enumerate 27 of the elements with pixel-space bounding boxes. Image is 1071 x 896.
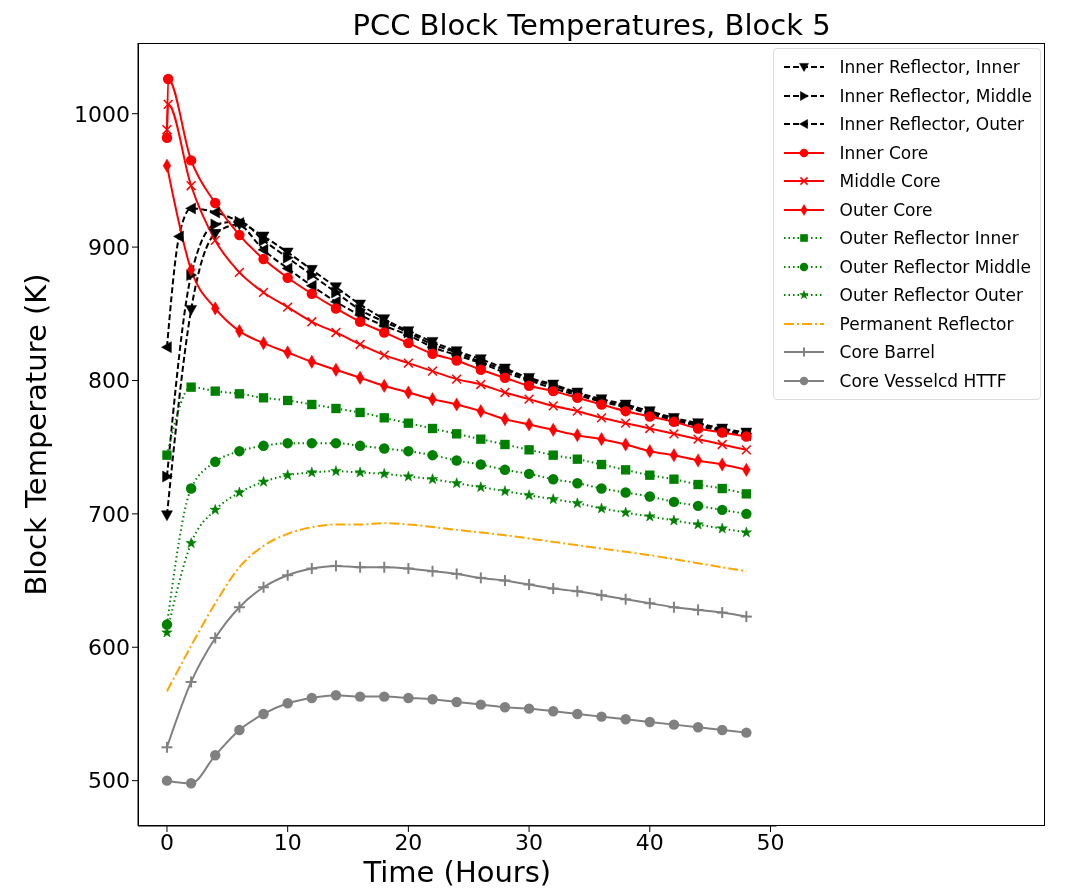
legend-label: Core Barrel <box>839 342 935 363</box>
y-tick-label: 900 <box>88 234 130 260</box>
legend-label: Outer Core <box>839 199 933 220</box>
legend-label: Inner Reflector, Middle <box>839 85 1032 106</box>
legend-label: Middle Core <box>839 171 941 192</box>
y-tick-label: 800 <box>88 368 130 394</box>
legend-label: Inner Reflector, Inner <box>839 57 1020 78</box>
y-tick-label: 1000 <box>74 101 130 127</box>
x-tick-label: 0 <box>159 829 174 855</box>
x-tick-label: 50 <box>756 829 785 855</box>
legend-label: Inner Core <box>839 142 929 163</box>
y-tick-label: 700 <box>88 501 130 527</box>
y-axis-title: Block Temperature (K) <box>19 273 54 596</box>
x-tick-label: 40 <box>635 829 664 855</box>
legend-label: Outer Reflector Outer <box>839 285 1023 306</box>
x-tick-label: 10 <box>273 829 302 855</box>
legend-label: Outer Reflector Inner <box>839 228 1019 249</box>
chart-title: PCC Block Temperatures, Block 5 <box>351 8 832 42</box>
y-tick-label: 600 <box>88 635 130 661</box>
x-tick-label: 30 <box>515 829 544 855</box>
x-axis-title: Time (Hours) <box>362 855 552 889</box>
legend-label: Outer Reflector Middle <box>839 256 1031 277</box>
x-tick-label: 20 <box>394 829 423 855</box>
y-tick-label: 500 <box>88 768 130 794</box>
legend-label: Core Vesselcd HTTF <box>839 370 1007 391</box>
legend-label: Inner Reflector, Outer <box>839 114 1025 135</box>
legend-label: Permanent Reflector <box>839 313 1014 334</box>
